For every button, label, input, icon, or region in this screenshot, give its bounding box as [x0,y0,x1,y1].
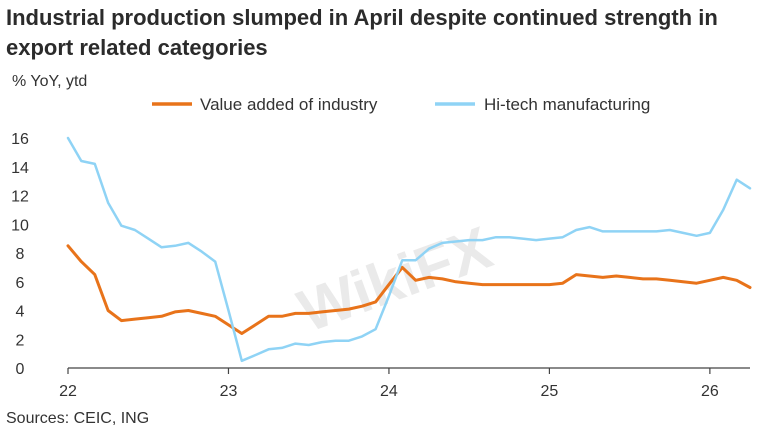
y-tick-label: 16 [11,131,29,148]
y-tick-label: 6 [16,275,25,292]
y-axis-label: % YoY, ytd [12,72,87,92]
y-tick-label: 14 [11,160,29,177]
y-tick-label: 4 [16,304,25,321]
y-tick-label: 10 [11,217,29,234]
chart-title: Industrial production slumped in April d… [6,5,718,60]
source-note: Sources: CEIC, ING [6,410,150,427]
y-tick-label: 0 [16,361,25,378]
legend: Value added of industry Hi-tech manufactu… [152,95,650,114]
y-tick-label: 12 [11,189,29,206]
x-tick-label: 26 [701,383,719,400]
x-tick-label: 25 [541,383,559,400]
legend-label: Value added of industry [200,95,378,114]
x-tick-label: 24 [380,383,398,400]
legend-label: Hi-tech manufacturing [484,95,650,114]
series-group [66,136,752,363]
series-line-hi-tech-manufacturing [66,136,752,363]
x-tick-label: 23 [220,383,238,400]
y-tick-label: 8 [16,246,25,263]
y-axis-label-text: % YoY, ytd [12,73,88,90]
series-line-value-added-of-industry [66,244,752,335]
y-tick-label: 2 [16,332,25,349]
x-tick-label: 22 [59,383,77,400]
